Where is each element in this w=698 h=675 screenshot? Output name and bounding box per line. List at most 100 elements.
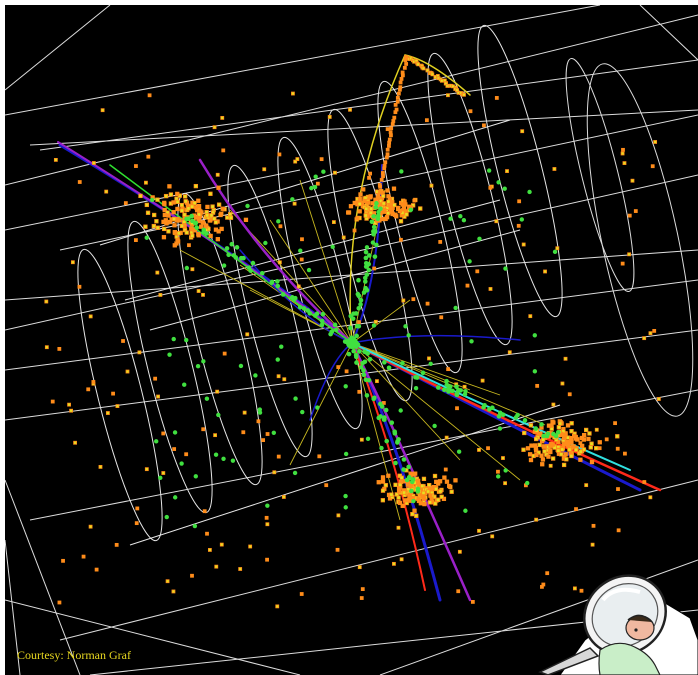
image-credit: Courtesy: Norman Graf bbox=[17, 648, 131, 662]
tracker-hit bbox=[383, 407, 389, 413]
tracker-hit bbox=[404, 477, 410, 483]
calo-hit bbox=[551, 420, 556, 425]
calo-hit bbox=[387, 144, 391, 148]
calo-hit bbox=[627, 252, 632, 257]
calo-hit bbox=[182, 212, 187, 217]
calo-hit bbox=[220, 115, 225, 120]
tracker-hit bbox=[364, 393, 370, 398]
calo-hit bbox=[561, 435, 567, 441]
calo-hit bbox=[384, 155, 389, 160]
tracker-hit bbox=[389, 420, 395, 426]
calo-hit bbox=[193, 183, 199, 189]
calo-hit bbox=[396, 495, 401, 500]
calo-hit bbox=[604, 437, 609, 442]
wireframe-line bbox=[39, 59, 698, 151]
calo-hit bbox=[630, 178, 635, 183]
calo-hit bbox=[555, 246, 560, 251]
calo-hit bbox=[317, 454, 322, 459]
calo-hit bbox=[414, 513, 419, 518]
tracker-hit bbox=[372, 254, 378, 259]
calo-hit bbox=[453, 478, 458, 483]
tracker-hit bbox=[374, 201, 379, 206]
calo-hit bbox=[380, 479, 386, 484]
calo-hit bbox=[383, 216, 388, 222]
tracker-hit bbox=[374, 242, 379, 248]
calo-hit bbox=[196, 204, 202, 209]
calo-hit bbox=[376, 193, 381, 197]
tracker-hit bbox=[496, 180, 501, 185]
calo-hit bbox=[584, 427, 589, 433]
tracker-hit bbox=[144, 235, 149, 240]
calo-hit bbox=[299, 257, 304, 262]
tracker-hit bbox=[533, 426, 539, 431]
calo-hit bbox=[360, 587, 365, 591]
tracker-hit bbox=[298, 248, 303, 253]
calo-hit bbox=[189, 204, 195, 209]
calo-hit bbox=[462, 92, 466, 97]
neutral-track bbox=[351, 299, 411, 344]
calo-hit bbox=[412, 508, 417, 513]
calo-hit bbox=[373, 319, 378, 324]
calo-hit bbox=[406, 498, 412, 503]
calo-hit bbox=[179, 202, 184, 208]
calo-hit bbox=[138, 193, 143, 199]
calo-hit bbox=[380, 488, 386, 493]
tracker-hit bbox=[373, 205, 379, 210]
calo-hit bbox=[357, 320, 361, 324]
calo-hit bbox=[591, 523, 596, 528]
calo-hit bbox=[145, 210, 151, 215]
calo-hit bbox=[146, 154, 151, 159]
tracker-hit bbox=[420, 370, 426, 376]
wireframe-line bbox=[29, 109, 698, 146]
calo-hit bbox=[171, 216, 177, 222]
barrel-edge bbox=[124, 199, 501, 301]
calo-hit bbox=[158, 293, 163, 297]
calo-hit bbox=[385, 147, 390, 152]
tracker-hit bbox=[398, 408, 403, 413]
tracker-hit bbox=[392, 431, 398, 436]
calo-hit bbox=[104, 189, 109, 194]
tracker-hit bbox=[356, 323, 362, 329]
calo-hit bbox=[399, 557, 404, 562]
calo-hit bbox=[387, 140, 392, 145]
tracker-hit bbox=[149, 197, 155, 203]
calo-hit bbox=[265, 522, 270, 527]
calo-hit bbox=[501, 456, 505, 460]
tracker-hit bbox=[450, 388, 455, 394]
calo-hit bbox=[362, 198, 367, 204]
calo-hit bbox=[238, 567, 243, 571]
tracker-hit bbox=[358, 365, 364, 370]
calo-hit bbox=[537, 442, 542, 448]
calo-hit bbox=[494, 219, 499, 224]
calo-hit bbox=[376, 196, 381, 200]
calo-hit bbox=[202, 509, 207, 514]
tracker-hit bbox=[401, 457, 407, 462]
tracker-hit bbox=[401, 467, 406, 472]
calo-hit bbox=[228, 215, 234, 220]
calo-hit bbox=[383, 160, 388, 165]
calo-hit bbox=[175, 216, 180, 222]
tracker-hit bbox=[309, 185, 314, 191]
calo-hit bbox=[399, 76, 404, 81]
calo-hit bbox=[528, 314, 533, 319]
calo-hit bbox=[385, 188, 390, 193]
calo-hit bbox=[147, 93, 152, 98]
tracker-hit bbox=[435, 385, 441, 390]
calo-hit bbox=[428, 493, 433, 498]
barrel-ring bbox=[227, 164, 313, 458]
calo-hit bbox=[402, 199, 407, 204]
tracker-hit bbox=[301, 306, 307, 311]
calo-hit bbox=[276, 454, 281, 459]
tracker-hit bbox=[356, 277, 361, 283]
calo-hit bbox=[368, 210, 374, 215]
calo-hit bbox=[208, 233, 213, 239]
calo-hit bbox=[397, 500, 403, 506]
calo-hit bbox=[435, 497, 441, 503]
calo-hit bbox=[386, 194, 391, 199]
tracker-hit bbox=[486, 168, 492, 173]
calo-hit bbox=[336, 365, 341, 369]
tracker-hit bbox=[224, 246, 230, 251]
tracker-hit bbox=[361, 372, 367, 378]
calo-hit bbox=[265, 432, 270, 436]
